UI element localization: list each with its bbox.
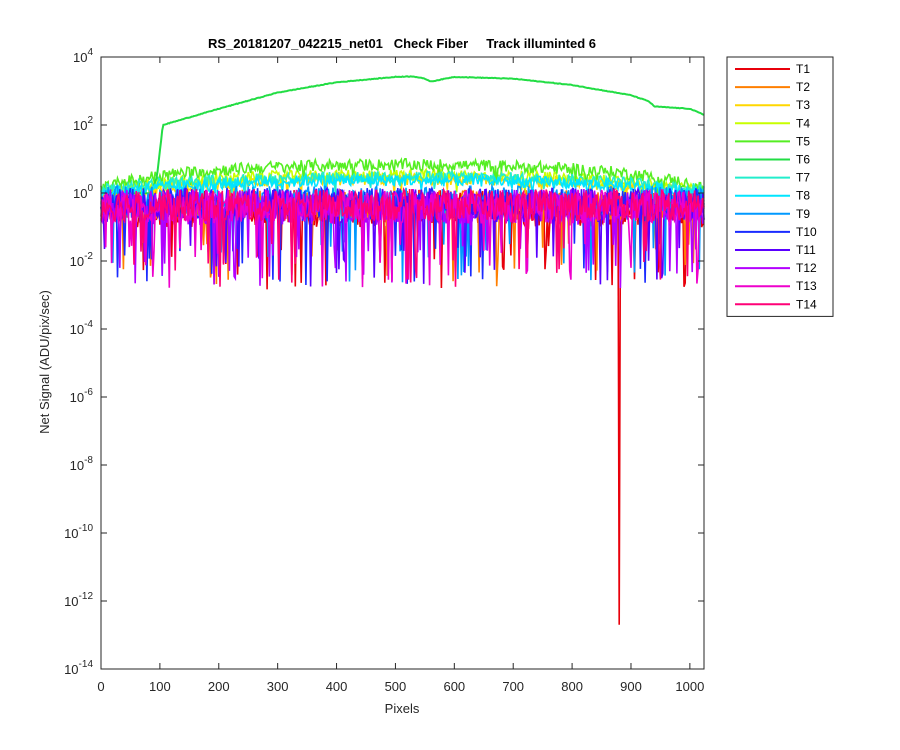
x-tick-label: 100	[149, 679, 171, 694]
x-axis-title: Pixels	[385, 701, 420, 716]
series-line-t5	[100, 156, 705, 195]
y-tick-label: 10-4	[70, 319, 94, 337]
y-tick-label: 100	[73, 183, 93, 201]
legend-label: T11	[796, 243, 816, 257]
legend: T1 T2 T3 T4 T5 T6 T7 T8 T9 T10 T11 T12 T13 T14	[726, 56, 834, 317]
y-axis-title: Net Signal (ADU/pix/sec)	[37, 290, 52, 434]
legend-label: T12	[796, 261, 817, 275]
series-line-t14	[100, 186, 705, 287]
y-tick-label: 102	[73, 115, 93, 133]
legend-label: T9	[796, 207, 810, 221]
series-layer	[100, 75, 705, 625]
legend-label: T5	[796, 134, 810, 148]
legend-label: T6	[796, 153, 810, 167]
y-tick-label: 10-10	[64, 523, 93, 541]
y-tick-label: 104	[73, 47, 93, 65]
series-line-t4	[100, 166, 705, 200]
legend-label: T2	[796, 80, 810, 94]
x-tick-label: 700	[502, 679, 524, 694]
series-line-t6	[100, 75, 705, 195]
series-line-t8	[100, 172, 705, 209]
legend-label: T10	[796, 225, 817, 239]
x-tick-label: 800	[561, 679, 583, 694]
x-tick-label: 300	[267, 679, 289, 694]
x-tick-label: 400	[326, 679, 348, 694]
plot-frame	[100, 56, 705, 670]
legend-label: T3	[796, 98, 810, 112]
legend-label: T14	[796, 297, 817, 311]
x-tick-label: 500	[385, 679, 407, 694]
y-tick-label: 10-2	[70, 251, 94, 269]
legend-label: T7	[796, 171, 810, 185]
x-tick-label: 200	[208, 679, 230, 694]
x-tick-label: 1000	[675, 679, 704, 694]
y-tick-label: 10-14	[64, 659, 93, 677]
legend-label: T13	[796, 279, 817, 293]
legend-label: T4	[796, 116, 810, 130]
x-tick-label: 0	[97, 679, 104, 694]
legend-box	[726, 56, 834, 317]
legend-label: T8	[796, 189, 810, 203]
ticks-layer: 0 100 200 300 400 500 600 700 800 900 1000 104 102 10…	[64, 47, 704, 694]
y-tick-label: 10-12	[64, 591, 93, 609]
x-tick-label: 600	[443, 679, 465, 694]
legend-label: T1	[796, 62, 810, 76]
y-tick-label: 10-8	[70, 455, 94, 473]
y-tick-label: 10-6	[70, 387, 94, 405]
x-tick-label: 900	[620, 679, 642, 694]
chart-title: RS_20181207_042215_net01 Check Fiber Tra…	[208, 36, 596, 51]
